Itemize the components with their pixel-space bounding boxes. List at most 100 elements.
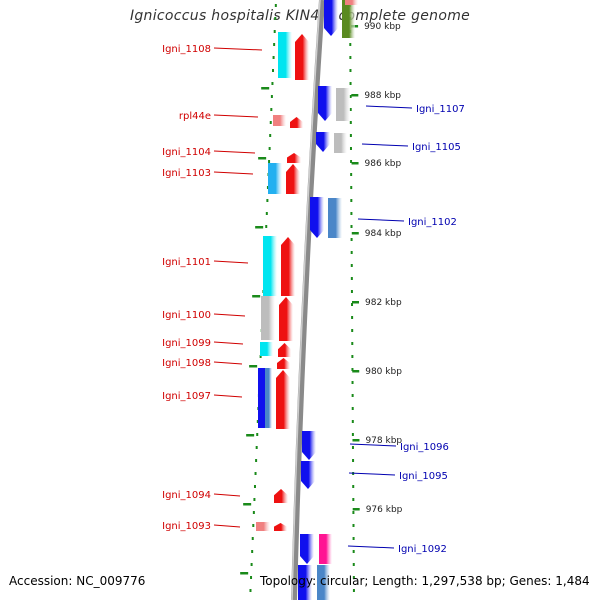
right-guide-dot <box>351 329 354 332</box>
right-guide-dot <box>352 485 355 488</box>
left-gene-arrow <box>277 358 290 369</box>
scale-tick <box>352 508 360 511</box>
left-guide-dot <box>250 576 253 579</box>
topology-label: Topology: circular; Length: 1,297,538 bp… <box>260 574 590 588</box>
left-gene-arrow <box>279 297 293 341</box>
right-guide-dot <box>350 173 353 176</box>
right-gene-label: Igni_1096 <box>400 442 449 453</box>
right-guide-dot <box>352 459 355 462</box>
left-scale-tick <box>258 157 267 160</box>
right-gene-arrow <box>336 88 350 121</box>
right-guide-dot <box>349 121 352 124</box>
left-scale-tick <box>246 434 255 437</box>
left-guide-dot <box>270 95 273 98</box>
right-leader-line <box>365 105 413 109</box>
scale-tick <box>352 301 360 304</box>
left-guide-dot <box>252 511 255 514</box>
left-scale-tick <box>252 295 261 298</box>
left-leader-line <box>213 524 241 528</box>
right-guide-dot <box>351 342 354 345</box>
right-leader-line <box>347 545 395 549</box>
left-leader-line <box>213 341 244 345</box>
right-guide-dot <box>351 420 354 423</box>
scale-tick <box>351 94 359 97</box>
left-guide-dot <box>251 550 254 553</box>
right-guide-dot <box>351 433 354 436</box>
left-gene-arrow <box>287 153 301 163</box>
left-guide-dot <box>268 160 271 163</box>
right-guide-dot <box>349 147 352 150</box>
right-gene-arrow <box>334 133 347 153</box>
left-gene-label: Igni_1093 <box>162 521 211 532</box>
right-guide-dot <box>350 212 353 215</box>
right-leader-line <box>349 443 397 447</box>
left-scale-tick <box>255 226 264 229</box>
left-scale-tick <box>261 87 270 90</box>
left-gene-label: Igni_1098 <box>162 358 211 369</box>
right-gene-arrow <box>298 565 312 600</box>
left-guide-dot <box>249 589 252 592</box>
left-leader-line <box>213 493 241 497</box>
left-guide-dot <box>273 43 276 46</box>
right-guide-dot <box>350 277 353 280</box>
left-gene-arrow <box>290 117 303 128</box>
right-gene-arrow <box>317 565 330 600</box>
map-title: Ignicoccus hospitalis KIN4/I, complete g… <box>129 8 471 24</box>
left-gene-label: Igni_1100 <box>162 310 211 321</box>
right-guide-dot <box>350 290 353 293</box>
right-guide-dot <box>349 56 352 59</box>
right-leader-line <box>348 472 396 476</box>
left-gene-arrow <box>278 343 291 357</box>
right-guide-dot <box>349 43 352 46</box>
left-guide-dot <box>265 225 268 228</box>
left-gene-arrow <box>265 368 272 428</box>
right-gene-arrow <box>345 0 358 5</box>
left-gene-arrow <box>268 163 282 194</box>
scale-label: 982 kbp <box>365 298 402 308</box>
scale-label: 980 kbp <box>365 367 402 377</box>
accession-label: Accession: NC_009776 <box>9 574 146 588</box>
scale-label: 976 kbp <box>366 505 403 515</box>
left-guide-dot <box>270 108 273 111</box>
left-gene-label: Igni_1103 <box>162 168 211 179</box>
right-guide-dot <box>352 550 355 553</box>
left-gene-arrow <box>295 34 309 80</box>
left-gene-arrow <box>281 237 295 296</box>
right-guide-dot <box>352 576 355 579</box>
left-guide-dot <box>266 186 269 189</box>
left-gene-arrow <box>278 32 292 78</box>
right-gene-label: Igni_1092 <box>398 544 447 555</box>
left-gene-label: Igni_1097 <box>162 391 211 402</box>
right-leader-line <box>357 218 405 222</box>
left-guide-dot <box>252 524 255 527</box>
left-guide-dot <box>269 134 272 137</box>
left-guide-dot <box>256 420 259 423</box>
right-gene-arrow <box>318 86 332 121</box>
right-guide-dot <box>352 563 355 566</box>
right-guide-dot <box>351 407 354 410</box>
scale-label: 978 kbp <box>365 436 402 446</box>
left-gene-arrow <box>286 164 300 194</box>
left-gene-arrow <box>274 489 288 503</box>
scale-tick <box>352 370 360 373</box>
right-guide-dot <box>350 251 353 254</box>
left-gene-label: Igni_1104 <box>162 147 211 158</box>
left-gene-arrow <box>256 522 270 531</box>
left-gene-arrow <box>273 115 286 126</box>
left-leader-line <box>213 47 263 51</box>
scale-tick <box>352 439 360 442</box>
left-guide-dot <box>268 147 271 150</box>
right-guide-dot <box>352 511 355 514</box>
left-gene-arrow <box>260 342 273 356</box>
genome-backbone <box>291 0 325 600</box>
left-gene-label: Igni_1101 <box>162 257 211 268</box>
scale-tick <box>351 162 359 165</box>
right-guide-dot <box>349 108 352 111</box>
right-guide-dot <box>350 199 353 202</box>
left-guide-dot <box>250 563 253 566</box>
left-leader-line <box>213 171 254 175</box>
left-guide-dot <box>253 485 256 488</box>
left-gene-label: Igni_1099 <box>162 338 211 349</box>
right-gene-label: Igni_1102 <box>408 217 457 228</box>
right-guide-dot <box>349 69 352 72</box>
